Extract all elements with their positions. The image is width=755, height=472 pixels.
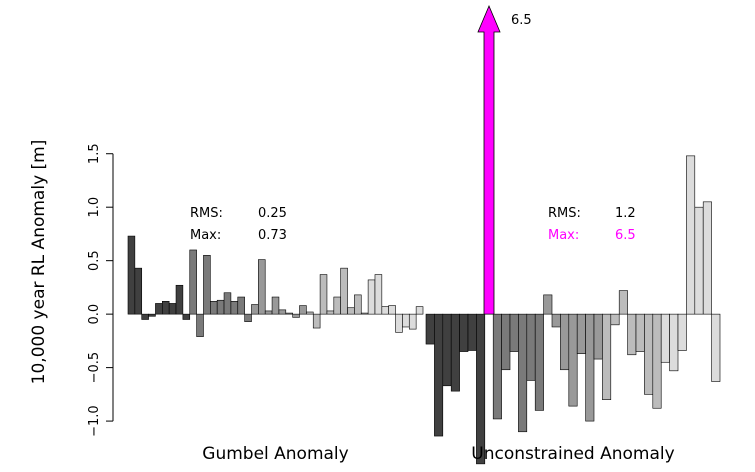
bar <box>210 301 218 315</box>
bar <box>367 279 376 315</box>
bar <box>312 313 321 329</box>
bar <box>306 311 314 315</box>
bar <box>425 313 435 345</box>
bar <box>593 313 603 360</box>
stat-label: RMS: <box>548 206 581 221</box>
bar <box>408 313 417 330</box>
overflow-arrow <box>477 4 501 315</box>
y-tick-label: 0.5 <box>87 250 102 271</box>
bar <box>476 313 486 465</box>
bar <box>230 301 239 315</box>
bar <box>415 306 424 315</box>
bar <box>374 274 383 315</box>
bar <box>492 313 502 420</box>
bar <box>518 313 528 433</box>
bar <box>196 313 204 337</box>
bar <box>299 305 307 315</box>
bar <box>388 305 396 315</box>
bar <box>560 313 570 371</box>
bar <box>467 313 477 351</box>
bar <box>644 313 654 395</box>
bar <box>168 303 177 315</box>
y-tick-label: 1.0 <box>87 197 102 218</box>
stat-label: Max: <box>548 228 579 243</box>
bar <box>402 313 410 328</box>
bar <box>258 259 266 315</box>
bar <box>576 313 586 355</box>
bar <box>627 313 637 356</box>
stat-label: RMS: <box>190 206 223 221</box>
bar <box>264 310 273 315</box>
bar <box>652 313 662 409</box>
bar <box>509 313 519 352</box>
bar <box>568 313 578 407</box>
bar <box>251 304 259 315</box>
bar <box>292 313 300 318</box>
stat-label: Max: <box>190 228 221 243</box>
bar <box>223 292 232 315</box>
bar <box>551 313 561 328</box>
rms-value: 1.2 <box>615 206 636 221</box>
bar <box>694 206 704 315</box>
bar <box>686 155 696 315</box>
bar <box>354 294 362 315</box>
y-tick-label: −0.5 <box>87 352 102 384</box>
bar <box>526 313 536 381</box>
bar <box>702 201 712 315</box>
max-value: 0.73 <box>258 228 287 243</box>
bar <box>602 313 612 400</box>
bar <box>347 307 355 315</box>
category-label: Gumbel Anomaly <box>202 444 348 464</box>
category-label: Unconstrained Anomaly <box>471 444 674 464</box>
bar <box>340 267 348 315</box>
bar <box>660 313 670 363</box>
bar <box>395 313 403 333</box>
y-tick-label: 1.5 <box>87 143 102 164</box>
bar <box>442 313 452 387</box>
bar <box>237 296 245 315</box>
bar <box>333 296 341 315</box>
bar <box>381 306 389 315</box>
overflow-label: 6.5 <box>511 13 532 28</box>
bar <box>189 249 197 315</box>
bar <box>285 312 293 315</box>
bar <box>155 303 163 315</box>
y-axis-label: 10,000 year RL Anomaly [m] <box>29 140 49 385</box>
bar <box>148 313 156 317</box>
bar <box>543 294 553 315</box>
bar <box>134 267 143 315</box>
bar <box>360 312 369 315</box>
bar <box>459 313 469 352</box>
bar <box>216 299 225 315</box>
bar <box>534 313 544 411</box>
bar <box>162 301 170 315</box>
bar <box>127 235 136 315</box>
bar <box>244 313 252 322</box>
bar <box>203 255 211 315</box>
bar <box>175 284 184 315</box>
bar <box>711 313 721 382</box>
y-tick-label: 0.0 <box>87 304 102 325</box>
bar <box>182 313 191 320</box>
bar <box>434 313 444 437</box>
y-tick-label: −1.0 <box>87 405 102 437</box>
bar <box>326 310 335 315</box>
bar <box>635 313 645 352</box>
bar <box>501 313 511 371</box>
bar <box>450 313 460 392</box>
bar <box>319 274 328 315</box>
bar <box>278 309 287 315</box>
bar <box>585 313 595 422</box>
bar <box>271 296 280 315</box>
bar <box>677 313 687 351</box>
bar <box>669 313 679 372</box>
rms-value: 0.25 <box>258 206 287 221</box>
bar <box>610 313 620 326</box>
bar <box>141 313 149 320</box>
max-value: 6.5 <box>615 228 636 243</box>
bar <box>618 290 628 315</box>
